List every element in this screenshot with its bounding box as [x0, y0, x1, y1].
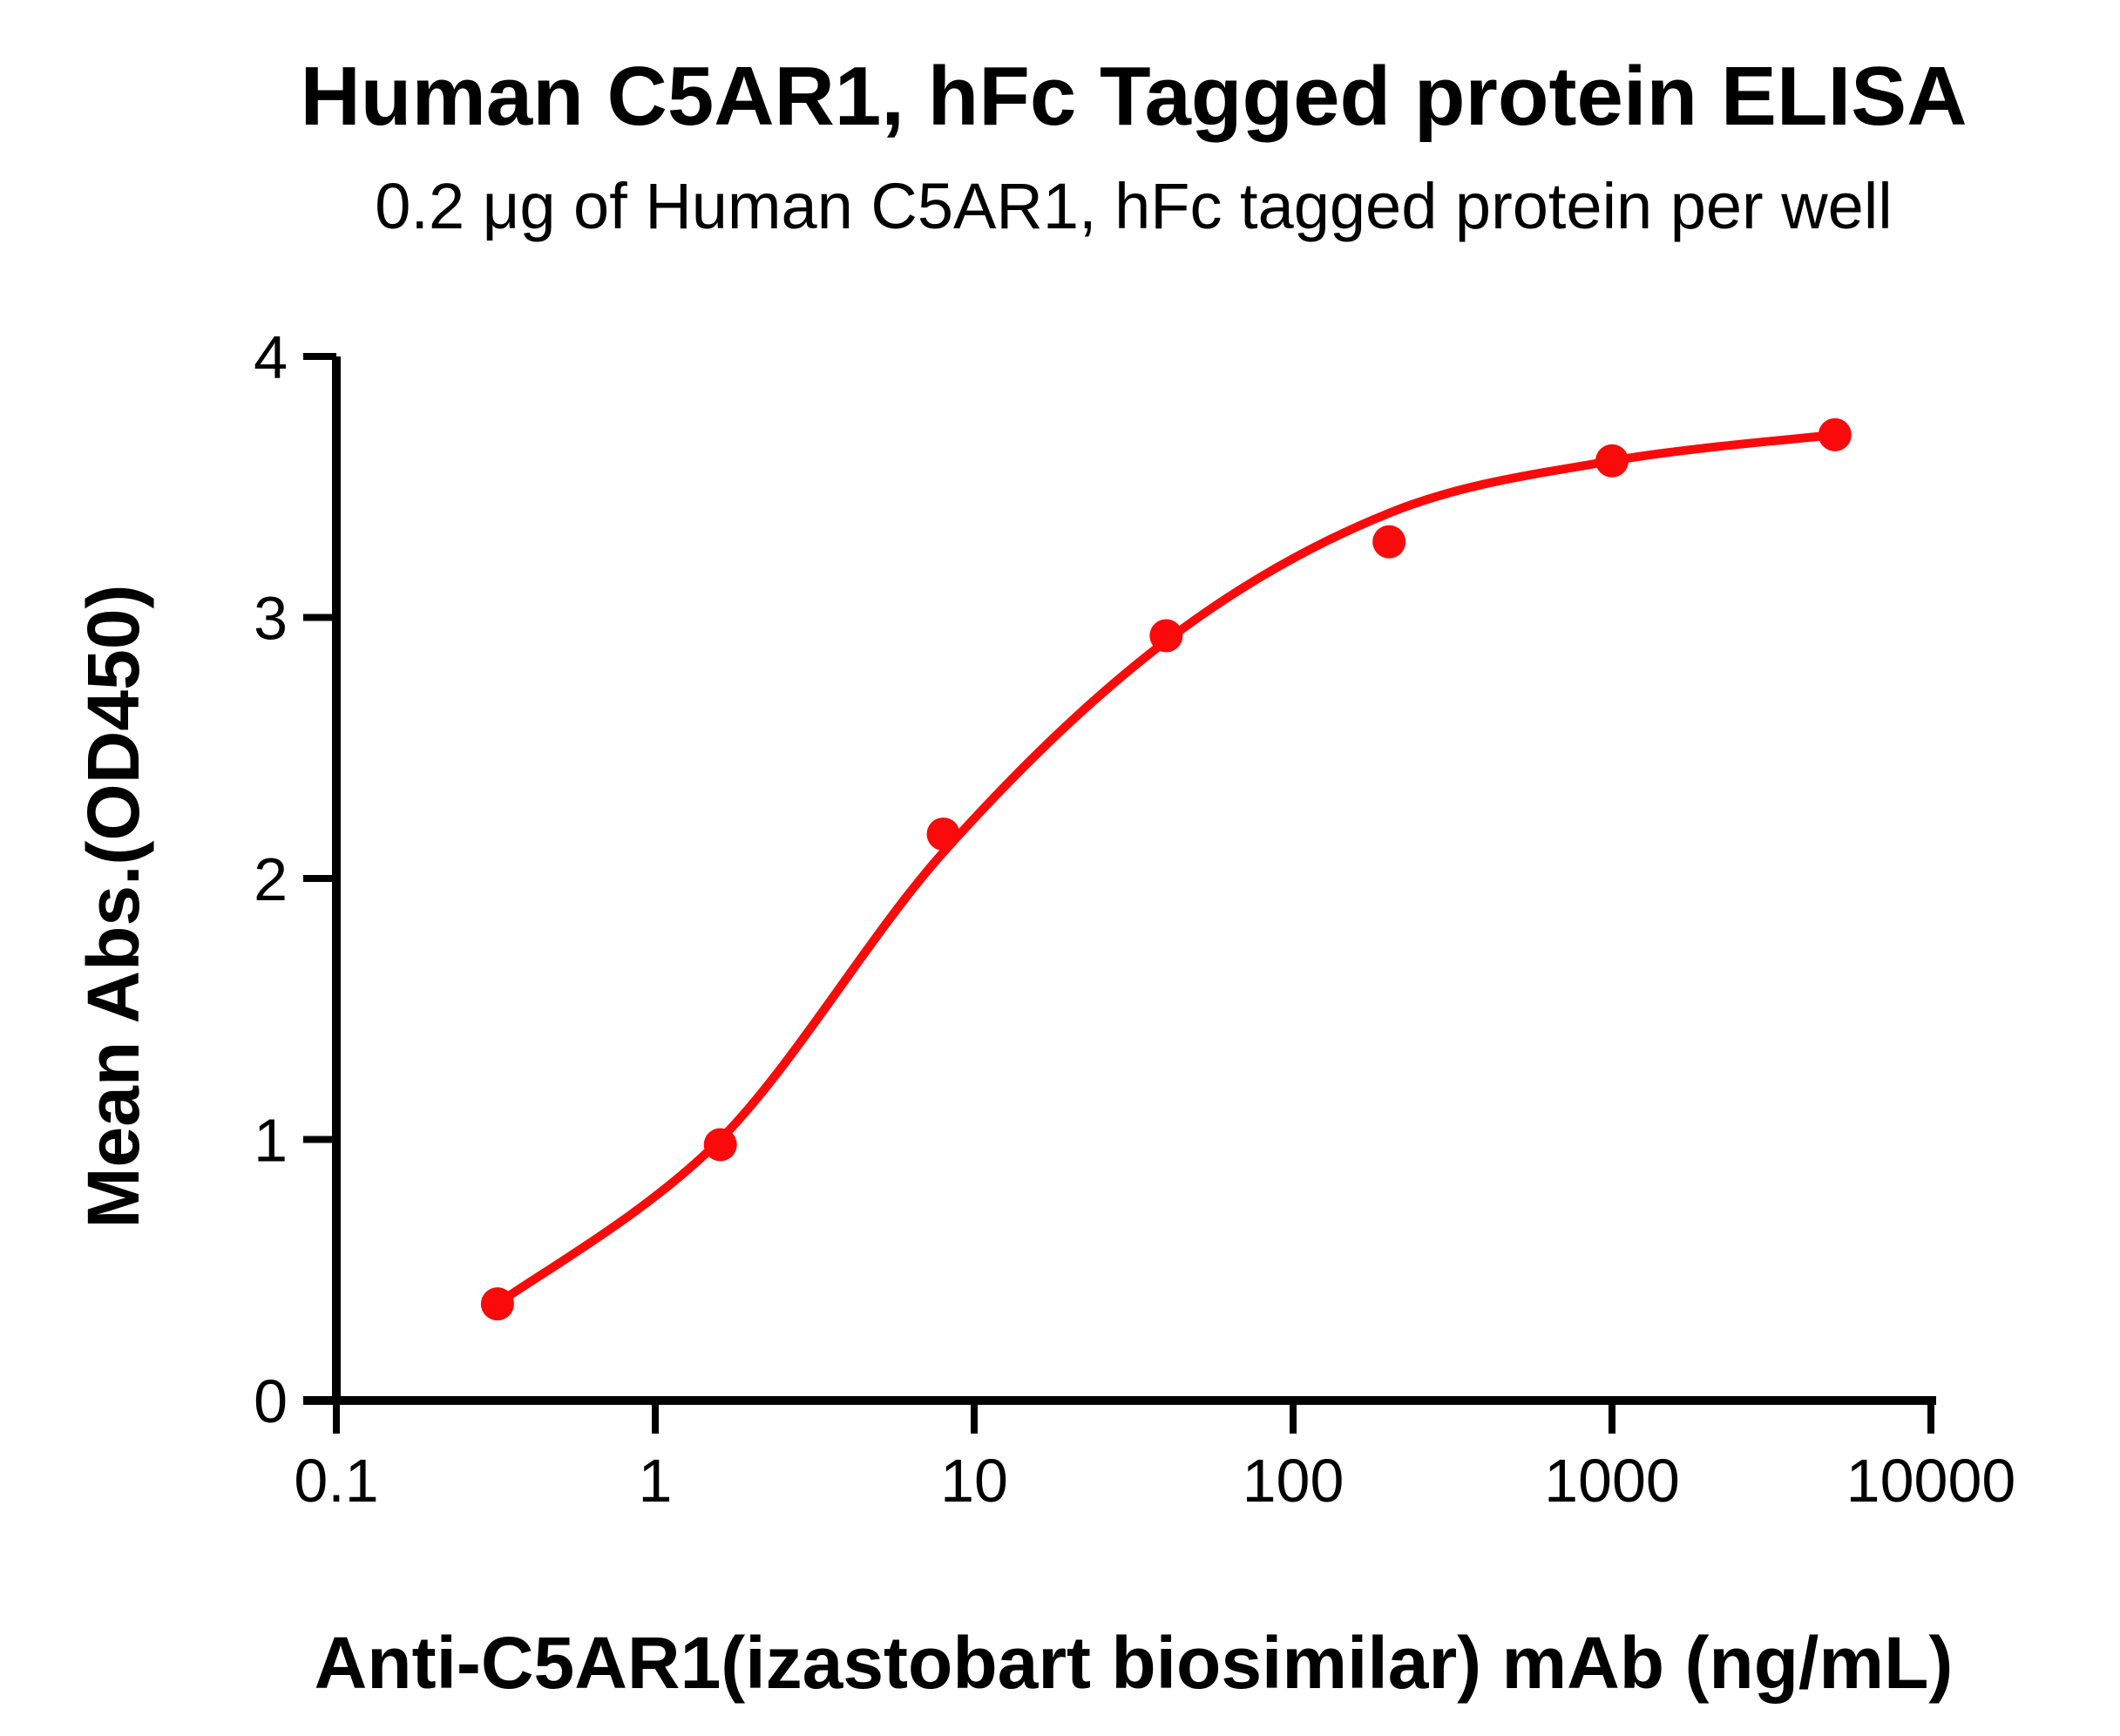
y-tick-label: 1 [254, 1107, 288, 1175]
chart-title: Human C5AR1, hFc Tagged protein ELISA [300, 50, 1968, 143]
x-tick-label: 1000 [1544, 1447, 1680, 1515]
data-point [1372, 525, 1406, 559]
x-tick-label: 10 [940, 1447, 1008, 1515]
x-axis-label: Anti-C5AR1(izastobart biosimilar) mAb (n… [314, 1622, 1954, 1704]
x-tick-label: 0.1 [294, 1447, 378, 1515]
y-tick-label: 3 [254, 585, 288, 653]
data-point [703, 1128, 737, 1162]
data-point [1818, 417, 1852, 451]
y-tick-label: 0 [254, 1367, 288, 1435]
data-point [1595, 444, 1629, 478]
data-point [480, 1287, 514, 1321]
chart-subtitle: 0.2 μg of Human C5AR1, hFc tagged protei… [375, 170, 1893, 242]
data-point [926, 817, 960, 851]
data-point [1149, 619, 1183, 653]
x-tick-label: 10000 [1846, 1447, 2016, 1515]
fit-curve [492, 430, 1839, 1309]
y-tick-label: 2 [254, 845, 288, 913]
y-tick-label: 4 [254, 323, 288, 391]
x-tick-label: 1 [639, 1447, 673, 1515]
x-tick-label: 100 [1243, 1447, 1344, 1515]
